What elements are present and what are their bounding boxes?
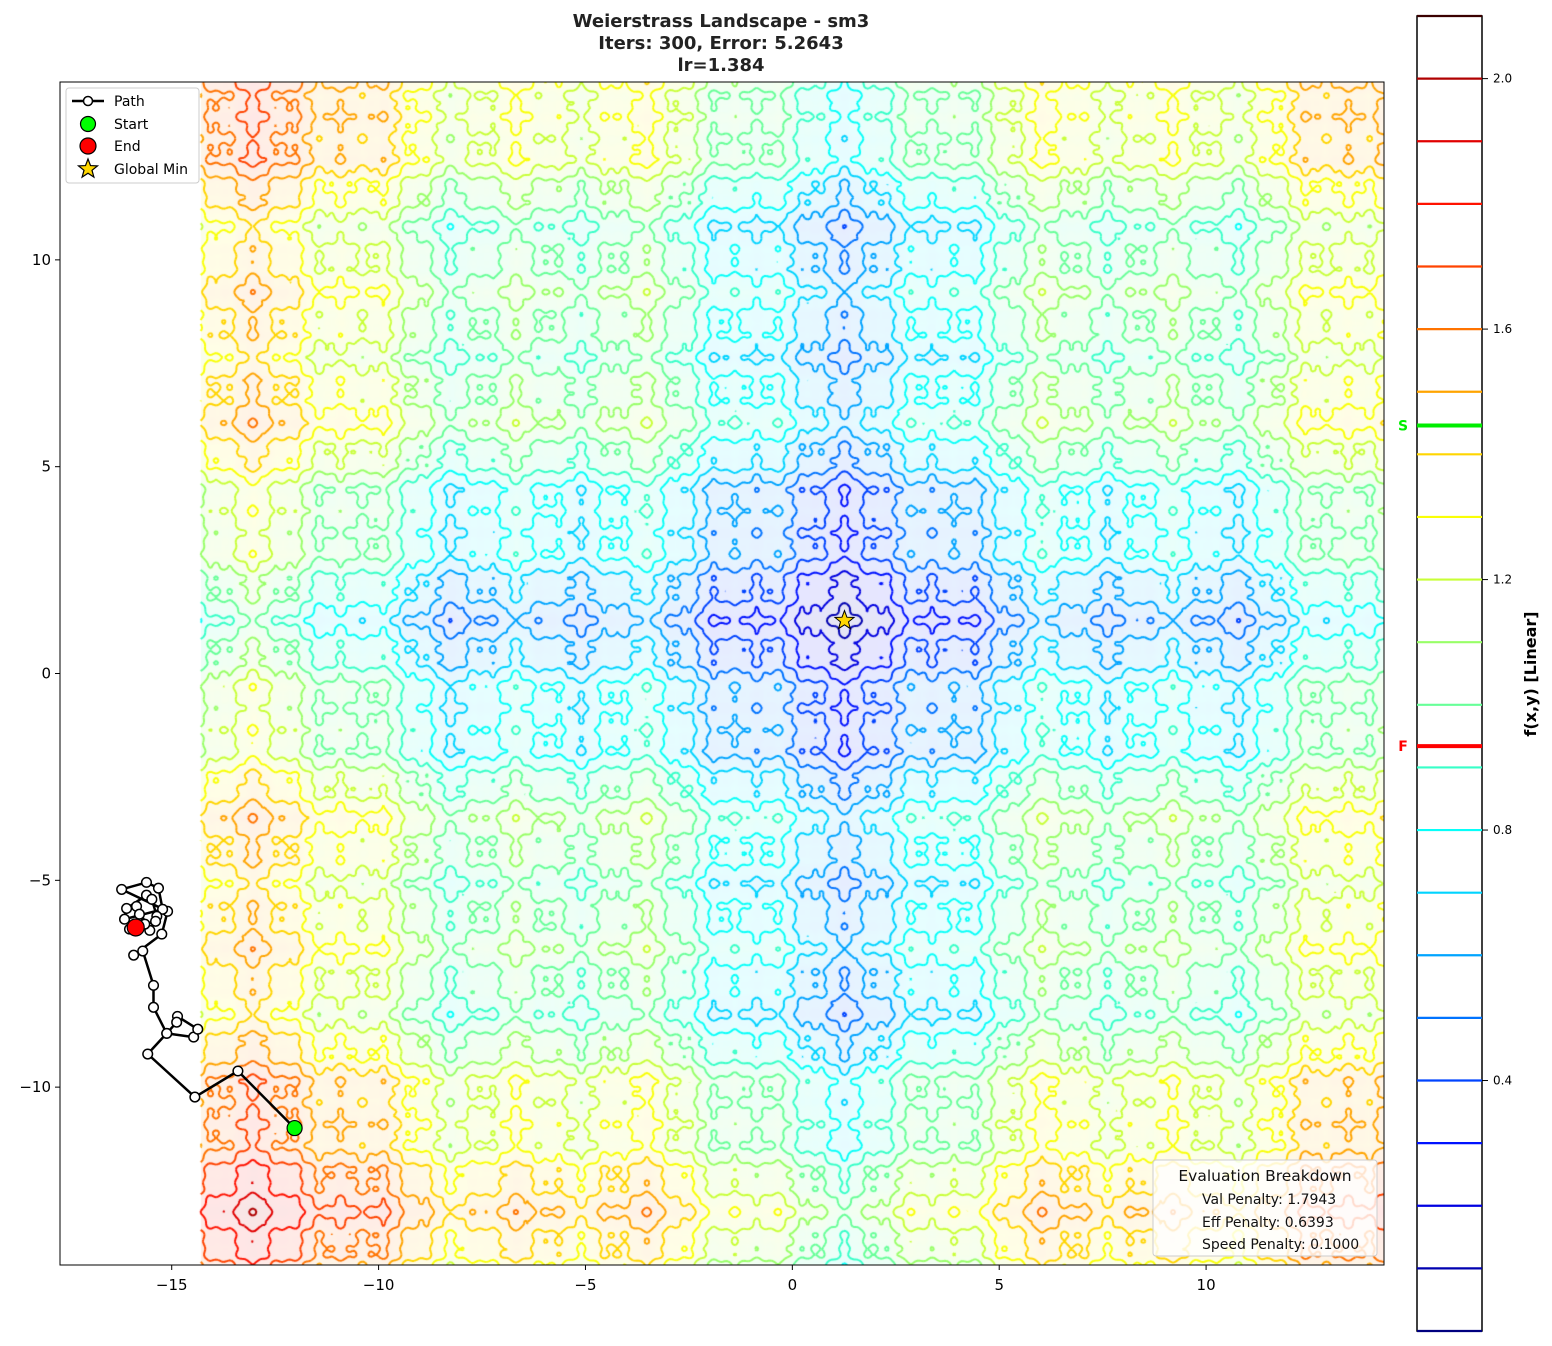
optimization-path bbox=[116, 609, 856, 1137]
legend-global-min-star-icon bbox=[76, 157, 100, 179]
path-point-10 bbox=[147, 1001, 160, 1013]
val-penalty: Val Penalty: 1.7943 bbox=[1202, 1192, 1336, 1208]
path-point-29 bbox=[150, 915, 162, 927]
path-line bbox=[120, 881, 296, 1129]
path-point-14 bbox=[156, 928, 168, 940]
plot-frame bbox=[59, 81, 1385, 1266]
title-line-1: Weierstrass Landscape - sm3 bbox=[573, 11, 870, 32]
y-tick-label-0: −10 bbox=[19, 1078, 51, 1096]
x-tick-label-4: 5 bbox=[994, 1276, 1004, 1294]
x-tick-label-0: −15 bbox=[156, 1276, 188, 1294]
x-tick-label-2: −5 bbox=[574, 1276, 596, 1294]
colorbar-marker-label-F: F bbox=[1398, 739, 1408, 755]
legend-box bbox=[65, 87, 200, 184]
path-point-12 bbox=[137, 945, 149, 957]
colorbar-tick-label-2: 1.2 bbox=[1493, 573, 1512, 587]
x-tick-label-1: −10 bbox=[363, 1276, 395, 1294]
y-tick-label-3: 5 bbox=[41, 458, 51, 476]
path-point-9 bbox=[161, 1027, 173, 1039]
evaluation-title: Evaluation Breakdown bbox=[1178, 1167, 1351, 1185]
legend-global-min-label: Global Min bbox=[114, 162, 188, 178]
legend-path-label: Path bbox=[114, 94, 145, 110]
colorbar-frame bbox=[1416, 15, 1483, 1332]
path-point-27 bbox=[133, 908, 145, 920]
legend-start-label: Start bbox=[114, 117, 149, 133]
evaluation-breakdown: Evaluation Breakdown Val Penalty: 1.7943… bbox=[1152, 1159, 1378, 1257]
path-point-1 bbox=[232, 1065, 244, 1077]
path-point-16 bbox=[116, 883, 128, 895]
end-marker bbox=[126, 918, 145, 937]
legend: Path Start End Global Min bbox=[65, 87, 200, 184]
legend-start-marker bbox=[79, 115, 97, 133]
contour-field bbox=[60, 82, 1384, 1265]
path-point-13 bbox=[128, 949, 140, 961]
path-point-3 bbox=[142, 1048, 154, 1060]
y-tick-label-1: −5 bbox=[29, 871, 51, 889]
global-min-star bbox=[833, 609, 856, 630]
legend-end-label: End bbox=[114, 139, 141, 155]
colorbar-tick-label-1: 0.8 bbox=[1493, 823, 1512, 837]
axes: −15 −10 −5 0 5 10 −10 −5 0 5 10 bbox=[19, 81, 1385, 1294]
x-tick-label-3: 0 bbox=[788, 1276, 798, 1294]
colorbar-label: f(x,y) [Linear] bbox=[1521, 611, 1540, 736]
title-line-2: Iters: 300, Error: 5.2643 bbox=[598, 33, 843, 54]
colorbar-tick-label-0: 0.4 bbox=[1493, 1074, 1512, 1088]
path-point-21 bbox=[121, 902, 133, 914]
legend-path-marker bbox=[82, 95, 94, 107]
path-point-8 bbox=[171, 1016, 183, 1028]
path-point-2 bbox=[189, 1091, 201, 1103]
y-tick-label-4: 10 bbox=[32, 251, 51, 269]
path-point-18 bbox=[152, 882, 165, 894]
path-point-11 bbox=[147, 979, 160, 991]
path-point-17 bbox=[140, 876, 153, 888]
eff-penalty: Eff Penalty: 0.6393 bbox=[1202, 1215, 1334, 1231]
title-line-3: lr=1.384 bbox=[677, 55, 764, 76]
colorbar-tick-label-3: 1.6 bbox=[1493, 322, 1512, 336]
path-point-23 bbox=[146, 893, 158, 905]
path-point-20 bbox=[118, 913, 131, 925]
x-tick-label-5: 10 bbox=[1197, 1276, 1216, 1294]
legend-end-marker bbox=[79, 137, 97, 155]
speed-penalty: Speed Penalty: 0.1000 bbox=[1202, 1237, 1359, 1253]
evaluation-box bbox=[1152, 1159, 1378, 1257]
path-point-19 bbox=[157, 903, 169, 915]
colorbar: 0.4 0.8 1.2 1.6 2.0 S F bbox=[1398, 14, 1512, 1333]
chart-title: Weierstrass Landscape - sm3 Iters: 300, … bbox=[573, 11, 870, 76]
colorbar-tick-label-4: 2.0 bbox=[1493, 72, 1512, 86]
start-marker bbox=[286, 1119, 303, 1137]
y-tick-label-2: 0 bbox=[41, 665, 51, 683]
path-point-6 bbox=[192, 1023, 204, 1035]
colorbar-marker-label-S: S bbox=[1398, 419, 1408, 435]
